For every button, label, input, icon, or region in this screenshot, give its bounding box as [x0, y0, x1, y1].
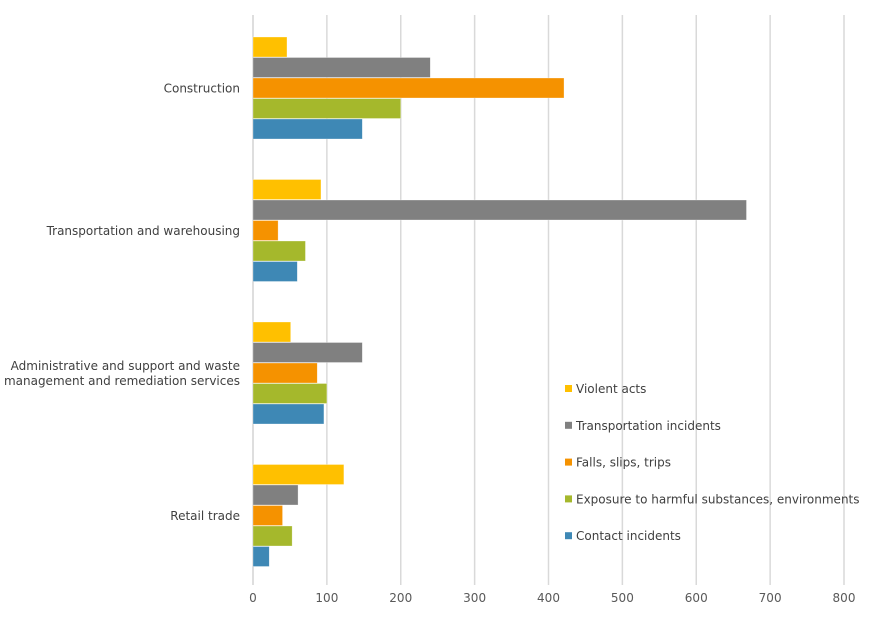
- category-label: Retail trade: [170, 509, 240, 523]
- legend-swatch: [565, 421, 572, 429]
- category-labels: Construction Transportation and warehousi…: [4, 81, 240, 523]
- legend-label: Transportation incidents: [575, 419, 721, 433]
- x-tick-label: 400: [537, 591, 560, 605]
- bar-violent-acts: [252, 321, 291, 343]
- bar-violent-acts: [252, 36, 288, 58]
- category-label: Transportation and warehousing: [46, 224, 240, 238]
- x-tick-label: 500: [611, 591, 634, 605]
- legend: Violent acts Transportation incidents Fall…: [565, 382, 860, 543]
- bar-contact-incidents: [252, 403, 325, 425]
- x-tick-labels: 0 100 200 300 400 500 600 700 800: [249, 591, 855, 605]
- bar-exposure-to-harmful-substances-environments: [252, 240, 306, 262]
- legend-item: Falls, slips, trips: [565, 456, 671, 470]
- legend-swatch: [565, 532, 572, 540]
- legend-item: Exposure to harmful substances, environm…: [565, 492, 860, 506]
- category-label: Administrative and support and waste: [11, 359, 240, 373]
- x-tick-label: 600: [685, 591, 708, 605]
- category-label: Construction: [164, 81, 240, 95]
- legend-label: Exposure to harmful substances, environm…: [576, 492, 860, 506]
- bar-falls-slips-trips: [252, 77, 565, 99]
- bar-exposure-to-harmful-substances-environments: [252, 525, 293, 547]
- legend-swatch: [565, 495, 572, 503]
- legend-swatch: [565, 458, 572, 466]
- category-label: management and remediation services: [4, 374, 240, 388]
- bar-falls-slips-trips: [252, 505, 283, 526]
- bars: [252, 36, 747, 567]
- x-tick-label: 700: [759, 591, 782, 605]
- legend-label: Contact incidents: [576, 529, 681, 543]
- bar-falls-slips-trips: [252, 220, 279, 241]
- bar-exposure-to-harmful-substances-environments: [252, 98, 402, 119]
- bar-contact-incidents: [252, 546, 270, 567]
- bar-violent-acts: [252, 179, 322, 200]
- bar-transportation-incidents: [252, 484, 299, 506]
- bar-contact-incidents: [252, 118, 363, 140]
- bar-transportation-incidents: [252, 342, 363, 363]
- legend-item: Transportation incidents: [565, 419, 721, 433]
- bar-contact-incidents: [252, 261, 298, 282]
- bar-transportation-incidents: [252, 199, 747, 221]
- legend-item: Violent acts: [565, 382, 646, 396]
- legend-label: Violent acts: [576, 382, 646, 396]
- x-tick-label: 100: [315, 591, 338, 605]
- legend-swatch: [565, 385, 572, 392]
- x-tick-label: 0: [249, 591, 257, 605]
- bar-exposure-to-harmful-substances-environments: [252, 383, 328, 404]
- bar-violent-acts: [252, 464, 345, 485]
- legend-item: Contact incidents: [565, 529, 681, 543]
- bar-falls-slips-trips: [252, 362, 318, 384]
- x-tick-label: 200: [389, 591, 412, 605]
- x-tick-label: 800: [833, 591, 856, 605]
- bar-transportation-incidents: [252, 57, 431, 78]
- legend-label: Falls, slips, trips: [576, 456, 671, 470]
- x-tick-label: 300: [463, 591, 486, 605]
